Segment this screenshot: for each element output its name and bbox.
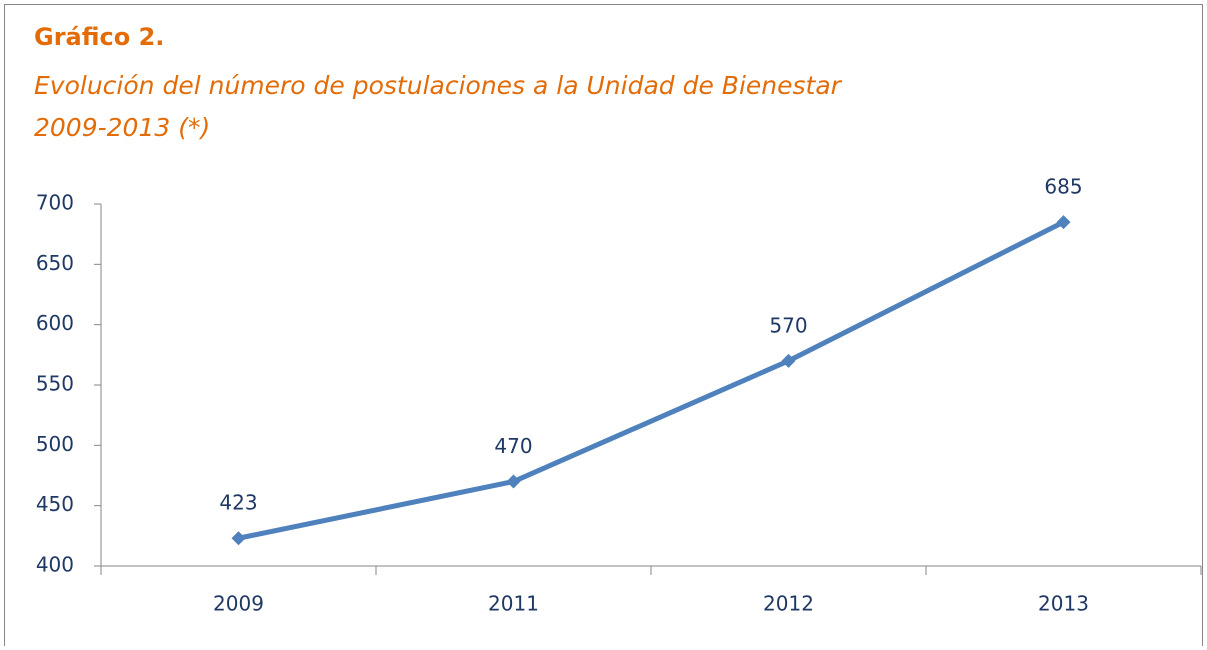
marker xyxy=(231,531,246,546)
chart-frame xyxy=(4,4,1203,650)
x-tick-label: 2009 xyxy=(213,592,264,616)
y-tick-label: 700 xyxy=(36,191,74,215)
data-label: 470 xyxy=(494,434,532,458)
y-tick-label: 550 xyxy=(36,372,74,396)
x-tick-label: 2013 xyxy=(1038,592,1089,616)
line xyxy=(237,219,1065,541)
y-tick-label: 600 xyxy=(36,311,74,335)
marker xyxy=(781,353,796,368)
x-tick-label: 2012 xyxy=(763,592,814,616)
marker xyxy=(1056,215,1071,230)
marker xyxy=(506,474,521,489)
data-label: 423 xyxy=(219,491,257,515)
chart-title: Gráfico 2. xyxy=(34,23,164,51)
data-label: 570 xyxy=(769,313,807,337)
chart-subtitle: Evolución del número de postulaciones a … xyxy=(34,71,843,100)
y-tick-label: 400 xyxy=(36,553,74,577)
y-tick-label: 450 xyxy=(36,492,74,516)
y-tick-label: 650 xyxy=(36,251,74,275)
y-tick-label: 500 xyxy=(36,432,74,456)
data-label: 685 xyxy=(1044,175,1082,199)
chart-subtitle: 2009-2013 (*) xyxy=(34,113,210,142)
x-tick-label: 2011 xyxy=(488,592,539,616)
